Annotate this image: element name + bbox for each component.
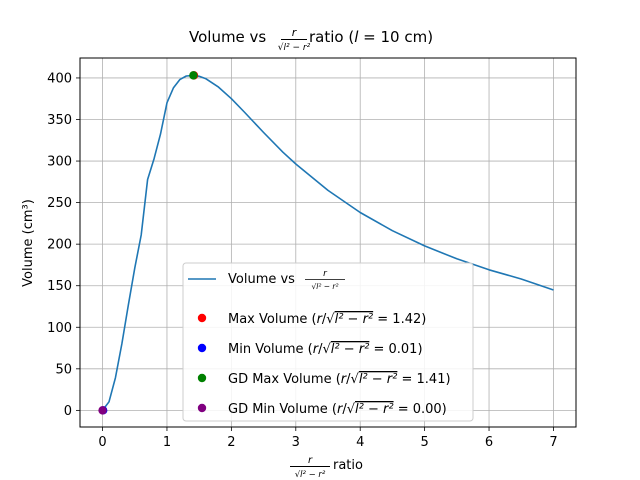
y-tick-label: 150 bbox=[47, 279, 72, 294]
xlabel-ratio-num: r bbox=[308, 455, 313, 466]
legend-marker-swatch bbox=[197, 373, 207, 383]
legend-marker-swatch bbox=[197, 343, 207, 353]
x-axis-label: r √l² − r² ratio bbox=[290, 455, 363, 480]
y-tick-label: 250 bbox=[47, 196, 72, 211]
axes-frame bbox=[79, 57, 577, 428]
legend-curve-den: √l² − r² bbox=[311, 282, 338, 291]
y-tick-label: 300 bbox=[47, 155, 72, 170]
y-tick-label: 100 bbox=[47, 321, 72, 336]
legend-entry-gd-max-volume: GD Max Volume (r/√l² − r² = 1.41) bbox=[197, 372, 451, 387]
x-tick-label: 6 bbox=[485, 435, 493, 450]
chart-title: Volume vs r √l² − r² ratio (l = 10 cm) bbox=[189, 26, 433, 53]
legend-entry-curve: Volume vs r √l² − r² bbox=[228, 269, 345, 291]
xlabel-suffix: ratio bbox=[333, 458, 363, 473]
y-tick-label: 200 bbox=[47, 238, 72, 253]
legend: Volume vs r √l² − r² Max Volume (r/√l² −… bbox=[182, 262, 474, 422]
x-tick-label: 2 bbox=[227, 435, 235, 450]
x-tick-label: 0 bbox=[98, 435, 106, 450]
y-tick-label: 50 bbox=[55, 362, 72, 377]
legend-marker-label: Min Volume (r/√l² − r² = 0.01) bbox=[228, 342, 423, 357]
marker-gd-max-volume bbox=[189, 71, 198, 80]
x-tick-label: 5 bbox=[420, 435, 428, 450]
xlabel-ratio-den: √l² − r² bbox=[295, 470, 326, 480]
x-tick-label: 3 bbox=[292, 435, 300, 450]
legend-marker-label: GD Min Volume (r/√l² − r² = 0.00) bbox=[228, 402, 447, 417]
legend-curve-prefix: Volume vs bbox=[228, 272, 295, 287]
title-var: l bbox=[354, 28, 359, 46]
x-tick-label: 4 bbox=[356, 435, 364, 450]
title-ratio-num: r bbox=[292, 26, 298, 39]
title-suffix-a: ratio ( bbox=[309, 28, 354, 46]
title-suffix: ratio (l = 10 cm) bbox=[309, 28, 433, 46]
legend-entry-min-volume: Min Volume (r/√l² − r² = 0.01) bbox=[197, 342, 423, 357]
curve-layer bbox=[101, 74, 554, 411]
legend-marker-swatch bbox=[197, 313, 207, 323]
legend-marker-swatch bbox=[197, 403, 207, 413]
legend-entry-max-volume: Max Volume (r/√l² − r² = 1.42) bbox=[197, 312, 426, 327]
title-prefix: Volume vs bbox=[189, 28, 266, 46]
y-tick-label: 350 bbox=[47, 113, 72, 128]
x-tick-label: 1 bbox=[163, 435, 171, 450]
x-ticks: 0 1 2 3 4 5 6 7 bbox=[98, 427, 558, 450]
marker-gd-min-volume bbox=[98, 406, 107, 415]
legend-box bbox=[182, 262, 474, 422]
y-tick-label: 400 bbox=[47, 71, 72, 86]
x-tick-label: 7 bbox=[549, 435, 557, 450]
legend-entry-gd-min-volume: GD Min Volume (r/√l² − r² = 0.00) bbox=[197, 402, 447, 417]
y-axis-label: Volume (cm³) bbox=[21, 199, 36, 287]
legend-marker-entries: Max Volume (r/√l² − r² = 1.42) Min Volume… bbox=[197, 312, 451, 417]
y-tick-label: 0 bbox=[64, 404, 72, 419]
volume-curve bbox=[101, 74, 554, 411]
title-ratio-den: √l² − r² bbox=[278, 42, 311, 53]
legend-curve-num: r bbox=[323, 269, 328, 279]
y-ticks: 0 50 100 150 200 250 300 350 400 bbox=[47, 71, 80, 419]
title-suffix-b: = 10 cm) bbox=[358, 28, 433, 46]
legend-marker-label: GD Max Volume (r/√l² − r² = 1.41) bbox=[228, 372, 451, 387]
marker-layer bbox=[98, 71, 199, 415]
legend-marker-label: Max Volume (r/√l² − r² = 1.42) bbox=[228, 312, 426, 327]
